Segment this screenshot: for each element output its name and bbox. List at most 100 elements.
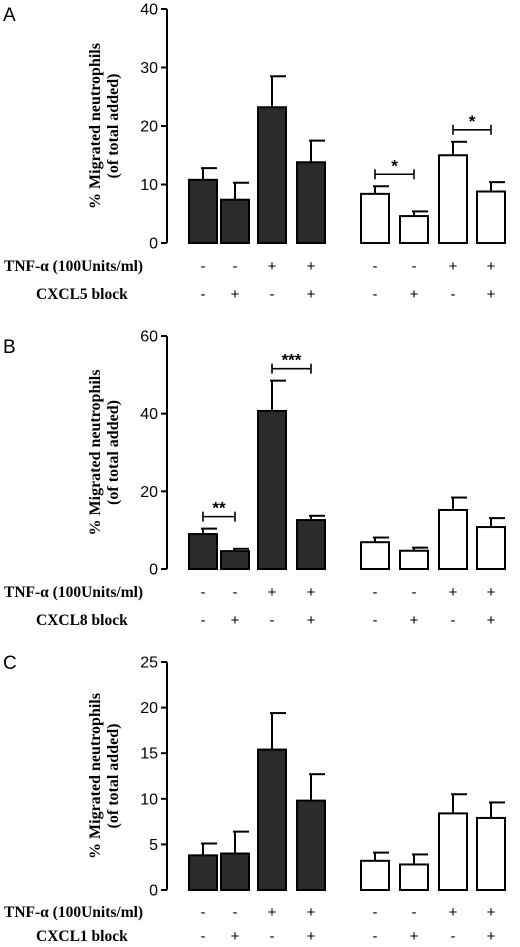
- condition-sign: -: [373, 612, 378, 629]
- panel-a: A 0 10 20 30 40 % Migrated neutrophils (of tota…: [3, 2, 506, 303]
- condition-sign: +: [449, 258, 458, 275]
- bar-filled: [220, 198, 250, 245]
- condition-sign: -: [201, 258, 206, 275]
- condition-row-label: CXCL5 block: [36, 286, 128, 303]
- condition-sign: -: [201, 928, 206, 945]
- panel-b: B 0 20 40 60 % Migrated neutrophils (of total …: [3, 329, 506, 629]
- condition-row-label: CXCL1 block: [36, 928, 128, 945]
- bar-open: [438, 154, 468, 244]
- condition-sign: -: [201, 286, 206, 303]
- condition-sign: -: [233, 904, 238, 921]
- condition-row-label: CXCL8 block: [36, 612, 128, 629]
- bar-filled: [188, 854, 218, 891]
- condition-sign: +: [307, 584, 316, 601]
- y-tick-label: 20: [140, 700, 158, 717]
- condition-sign: -: [412, 904, 417, 921]
- condition-row-label: TNF-α (100Units/ml): [4, 258, 143, 275]
- condition-sign: +: [410, 612, 419, 629]
- y-axis-label: % Migrated neutrophils: [87, 370, 104, 536]
- bar-filled: [296, 799, 326, 892]
- significance-stars: ***: [282, 351, 302, 370]
- panel-letter: B: [3, 337, 16, 358]
- bar-filled: [188, 178, 218, 245]
- bar-open: [360, 859, 390, 891]
- condition-sign: -: [233, 584, 238, 601]
- condition-sign: -: [373, 928, 378, 945]
- y-tick-label: 40: [140, 406, 158, 423]
- y-tick-label: 40: [140, 2, 158, 19]
- condition-sign: +: [231, 928, 240, 945]
- panel-letter: C: [3, 653, 17, 674]
- significance-stars: **: [212, 499, 226, 518]
- condition-sign: -: [270, 286, 275, 303]
- y-tick-label: 0: [149, 236, 158, 253]
- bar-open: [476, 190, 506, 245]
- bar-filled: [188, 533, 218, 570]
- bar-open: [360, 541, 390, 571]
- condition-sign: +: [487, 258, 496, 275]
- y-axis-label: % Migrated neutrophils: [87, 693, 104, 859]
- y-tick-label: 30: [140, 60, 158, 77]
- y-axis-label-sub: (of total added): [105, 74, 122, 179]
- y-axis-label-sub: (of total added): [105, 724, 122, 829]
- bar-open: [438, 508, 468, 570]
- condition-sign: -: [451, 286, 456, 303]
- condition-sign: -: [373, 904, 378, 921]
- condition-sign: -: [270, 612, 275, 629]
- bar-open: [399, 215, 429, 244]
- condition-sign: +: [487, 584, 496, 601]
- y-axis-label: % Migrated neutrophils: [87, 43, 104, 209]
- y-tick-label: 10: [140, 791, 158, 808]
- condition-sign: -: [412, 584, 417, 601]
- condition-sign: -: [451, 928, 456, 945]
- panel-c: C 0 5 10 15 20 25 % Migrated neutrophils (of tot…: [3, 653, 506, 945]
- y-tick-label: 10: [140, 177, 158, 194]
- condition-sign: +: [410, 928, 419, 945]
- condition-sign: +: [449, 584, 458, 601]
- condition-sign: -: [201, 612, 206, 629]
- condition-sign: +: [307, 904, 316, 921]
- y-tick-label: 25: [140, 655, 158, 672]
- condition-sign: -: [233, 258, 238, 275]
- condition-sign: +: [268, 904, 277, 921]
- significance-stars: *: [469, 112, 476, 131]
- bar-open: [399, 549, 429, 571]
- condition-sign: +: [487, 286, 496, 303]
- y-tick-label: 20: [140, 119, 158, 136]
- y-tick-label: 15: [140, 746, 158, 763]
- bar-open: [476, 526, 506, 570]
- y-tick-label: 5: [149, 837, 158, 854]
- condition-sign: +: [307, 612, 316, 629]
- condition-sign: -: [373, 584, 378, 601]
- condition-sign: +: [410, 286, 419, 303]
- condition-sign: -: [373, 258, 378, 275]
- y-axis-label-sub: (of total added): [105, 400, 122, 505]
- condition-sign: +: [487, 612, 496, 629]
- condition-sign: +: [307, 286, 316, 303]
- condition-sign: -: [451, 612, 456, 629]
- condition-sign: -: [412, 258, 417, 275]
- condition-sign: +: [231, 612, 240, 629]
- bar-open: [438, 812, 468, 892]
- y-tick-label: 20: [140, 484, 158, 501]
- bar-filled: [257, 106, 287, 244]
- bar-filled: [220, 852, 250, 892]
- bar-open: [476, 816, 506, 892]
- panel-letter: A: [3, 5, 16, 26]
- bar-filled: [296, 161, 326, 245]
- y-tick-label: 0: [149, 562, 158, 579]
- significance-stars: *: [391, 156, 398, 175]
- condition-sign: -: [201, 904, 206, 921]
- condition-sign: +: [449, 904, 458, 921]
- condition-sign: +: [268, 584, 277, 601]
- condition-sign: +: [307, 928, 316, 945]
- condition-sign: -: [373, 286, 378, 303]
- condition-row-label: TNF-α (100Units/ml): [4, 584, 143, 601]
- bar-filled: [257, 748, 287, 891]
- y-tick-label: 0: [149, 883, 158, 900]
- condition-sign: +: [307, 258, 316, 275]
- bar-filled: [257, 409, 287, 570]
- bar-filled: [220, 550, 250, 570]
- condition-sign: +: [487, 904, 496, 921]
